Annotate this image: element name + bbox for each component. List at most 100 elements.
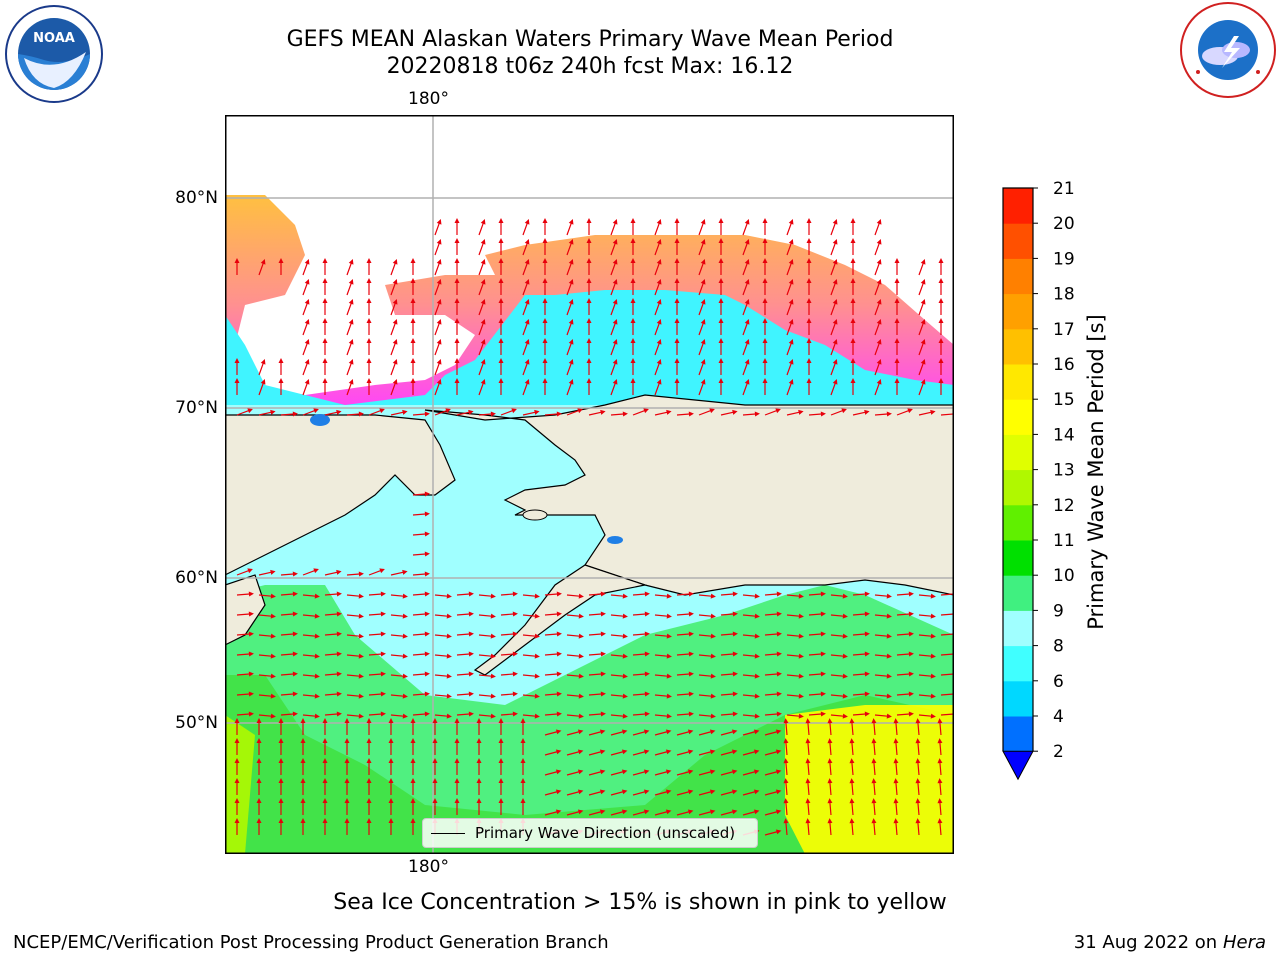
footer-credit: NCEP/EMC/Verification Post Processing Pr…: [13, 932, 609, 953]
wave-arrow: [588, 673, 604, 676]
wave-arrowhead: [871, 738, 877, 744]
wave-arrowhead: [920, 359, 926, 365]
wave-arrowhead: [304, 339, 310, 345]
wave-arrowhead: [915, 798, 921, 804]
wave-arrowhead: [744, 339, 750, 345]
wave-arrowhead: [731, 769, 738, 775]
wave-arrow: [896, 633, 912, 636]
wave-arrow: [742, 614, 757, 617]
wave-arrow: [676, 713, 692, 716]
colorbar-tick-label: 2: [1053, 742, 1064, 762]
wave-arrowhead: [754, 713, 760, 719]
wave-arrow: [280, 713, 296, 716]
wave-arrow: [544, 713, 560, 716]
wave-arrowhead: [644, 631, 650, 637]
wave-arrowhead: [820, 411, 826, 417]
wave-arrowhead: [908, 671, 914, 677]
wave-arrowhead: [832, 299, 838, 305]
wave-arrowhead: [754, 673, 760, 679]
wave-arrowhead: [666, 409, 672, 415]
wave-arrowhead: [278, 258, 284, 263]
wave-arrow: [654, 301, 661, 316]
wave-arrowhead: [630, 358, 636, 363]
wave-arrow: [566, 674, 581, 677]
colorbar-swatch: [1003, 540, 1033, 576]
wave-arrowhead: [718, 298, 724, 303]
wave-arrowhead: [300, 778, 306, 783]
wave-arrowhead: [446, 673, 452, 679]
wave-arrow: [873, 781, 876, 796]
wave-arrowhead: [392, 319, 398, 325]
wave-arrow: [346, 674, 361, 677]
wave-arrowhead: [380, 631, 386, 637]
wave-arrow: [566, 409, 581, 416]
wave-arrowhead: [234, 358, 240, 363]
wave-arrowhead: [432, 718, 438, 723]
wave-arrowhead: [410, 258, 416, 263]
wave-arrow: [742, 594, 757, 597]
wave-arrowhead: [454, 238, 460, 243]
wave-arrowhead: [688, 411, 694, 417]
colorbar-swatch: [1003, 258, 1033, 295]
wave-arrowhead: [849, 778, 855, 784]
wave-arrow: [588, 713, 604, 716]
wave-arrow: [786, 261, 793, 276]
wave-arrowhead: [849, 758, 855, 764]
colorbar-swatch: [1003, 680, 1033, 717]
wave-arrowhead: [292, 591, 298, 597]
colorbar-swatch: [1003, 645, 1033, 682]
wave-arrow: [478, 634, 493, 637]
wave-arrow: [829, 721, 832, 736]
wave-arrowhead: [578, 693, 584, 699]
wave-arrowhead: [688, 691, 694, 697]
wave-arrow: [302, 281, 309, 296]
wave-arrowhead: [849, 818, 855, 824]
wave-arrow: [720, 810, 735, 816]
wave-arrow: [764, 409, 779, 416]
wave-arrowhead: [256, 758, 262, 763]
wave-arrow: [610, 341, 617, 356]
wave-arrowhead: [937, 738, 943, 744]
wave-arrow: [522, 321, 529, 336]
wave-arrowhead: [876, 299, 882, 305]
wave-arrow: [654, 221, 661, 236]
wave-arrow: [808, 633, 824, 636]
wave-arrowhead: [490, 613, 496, 619]
wave-arrowhead: [388, 818, 394, 823]
wave-arrow: [346, 594, 361, 597]
wave-arrowhead: [864, 611, 870, 617]
wave-arrow: [764, 693, 780, 696]
wave-arrowhead: [753, 729, 760, 735]
wave-arrowhead: [674, 318, 680, 323]
wave-arrowhead: [234, 738, 240, 743]
wave-arrowhead: [718, 378, 724, 383]
wave-arrowhead: [820, 691, 826, 697]
wave-arrowhead: [930, 613, 936, 619]
wave-arrow: [654, 281, 661, 296]
wave-arrowhead: [586, 258, 592, 263]
wave-arrowhead: [480, 299, 486, 305]
wave-arrow: [346, 301, 353, 316]
wave-arrowhead: [805, 718, 811, 724]
wave-arrowhead: [775, 789, 782, 795]
wave-arrowhead: [908, 651, 914, 657]
wave-arrow: [720, 593, 736, 596]
wave-arrow: [500, 409, 515, 416]
nws-logo: [1180, 2, 1276, 98]
wave-arrow: [588, 633, 604, 636]
wave-arrowhead: [490, 411, 496, 417]
wave-arrowhead: [753, 809, 760, 815]
wave-arrow: [390, 614, 405, 617]
wave-arrow: [324, 713, 340, 716]
wave-arrowhead: [886, 411, 892, 417]
wave-arrowhead: [524, 279, 530, 285]
wave-arrowhead: [656, 259, 662, 265]
wave-arrowhead: [744, 379, 750, 385]
wave-arrow: [939, 801, 942, 816]
lat-label-80n: 80°N: [175, 188, 218, 208]
wave-arrow: [918, 594, 933, 597]
wave-period-map: [225, 115, 954, 854]
wave-arrowhead: [820, 711, 826, 717]
wave-arrowhead: [886, 713, 892, 719]
wave-arrowhead: [656, 219, 662, 225]
